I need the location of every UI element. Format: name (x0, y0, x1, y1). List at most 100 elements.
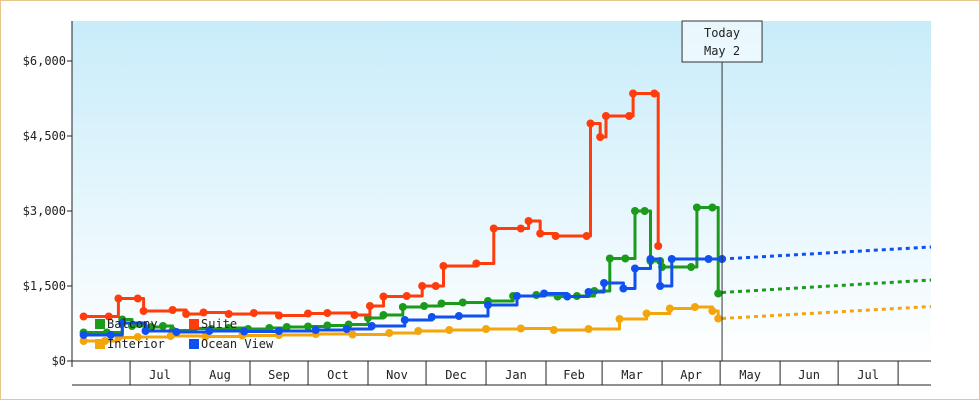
month-label: Apr (680, 368, 702, 382)
month-label: Dec (445, 368, 467, 382)
data-point-suite (350, 311, 359, 319)
data-point-ocean-view (646, 255, 655, 263)
data-point-balcony (605, 254, 614, 263)
data-point-ocean-view (118, 319, 127, 327)
data-point-interior (642, 309, 651, 318)
month-label: Jun (798, 368, 820, 382)
y-tick-label: $0 (52, 354, 66, 368)
data-point-balcony (147, 323, 156, 331)
data-point-suite (79, 312, 88, 321)
data-point-interior (133, 333, 142, 341)
series-layer (79, 89, 932, 345)
data-point-suite (536, 229, 545, 238)
month-label: Jul (857, 368, 879, 382)
data-point-interior (348, 330, 357, 339)
data-point-suite (654, 242, 663, 250)
data-point-balcony (458, 298, 467, 307)
data-point-ocean-view (311, 326, 320, 334)
data-point-ocean-view (367, 322, 376, 330)
month-label: Sep (268, 368, 290, 382)
data-point-suite (586, 119, 595, 128)
today-date: May 2 (704, 44, 740, 58)
legend-label-ocean-view: Ocean View (201, 337, 274, 351)
data-point-balcony (640, 207, 649, 215)
y-tick-label: $3,000 (23, 204, 66, 218)
month-label: Feb (563, 368, 585, 382)
month-label: Jul (149, 368, 171, 382)
data-point-ocean-view (540, 289, 549, 298)
data-point-suite (629, 89, 638, 98)
data-point-ocean-view (342, 325, 351, 333)
y-tick-label: $4,500 (23, 129, 66, 143)
projection-line-ocean-view (721, 245, 932, 261)
today-label: Today (704, 26, 740, 40)
data-point-suite (249, 309, 258, 317)
data-point-interior (482, 325, 491, 333)
data-point-suite (650, 89, 659, 98)
data-point-interior (549, 326, 558, 334)
today-marker: Today May 2 (681, 20, 763, 361)
month-label: Oct (327, 368, 349, 382)
data-point-ocean-view (141, 327, 150, 335)
data-point-balcony (398, 303, 407, 311)
data-point-suite (133, 294, 142, 303)
data-point-ocean-view (584, 288, 593, 296)
data-point-ocean-view (600, 279, 609, 287)
data-point-balcony (379, 311, 388, 319)
legend-label-interior: Interior (107, 337, 165, 351)
data-point-balcony (687, 263, 696, 271)
data-point-ocean-view (667, 255, 676, 263)
today-box (681, 20, 763, 63)
data-point-suite (551, 232, 560, 240)
data-point-ocean-view (205, 327, 214, 335)
data-point-balcony (282, 323, 291, 331)
data-point-interior (79, 337, 88, 345)
data-point-ocean-view (630, 264, 639, 273)
data-point-ocean-view (512, 292, 521, 300)
legend-label-suite: Suite (201, 317, 237, 331)
month-label: Jan (505, 368, 527, 382)
data-point-suite (431, 282, 440, 290)
legend: Balcony Suite Interior Ocean View (95, 317, 274, 351)
month-label: Mar (621, 368, 643, 382)
data-point-ocean-view (400, 316, 409, 324)
data-point-ocean-view (563, 292, 572, 301)
data-point-ocean-view (172, 328, 181, 336)
data-point-balcony (692, 203, 701, 212)
data-point-interior (708, 307, 717, 315)
legend-label-balcony: Balcony (107, 317, 158, 331)
y-tick-label: $6,000 (23, 54, 66, 68)
data-point-ocean-view (240, 327, 249, 336)
data-point-suite (472, 259, 481, 268)
projection-line-interior (721, 305, 932, 320)
data-point-suite (139, 307, 148, 315)
data-point-ocean-view (427, 313, 436, 321)
data-point-balcony (621, 254, 630, 263)
data-point-balcony (437, 299, 446, 308)
data-point-interior (615, 315, 624, 323)
data-point-ocean-view (483, 301, 492, 309)
data-point-suite (182, 310, 191, 318)
data-point-suite (418, 282, 427, 290)
data-point-suite (625, 112, 634, 120)
data-point-suite (224, 310, 233, 318)
data-point-ocean-view (106, 331, 115, 339)
data-point-suite (168, 306, 177, 314)
data-point-suite (114, 294, 123, 303)
data-point-suite (199, 308, 208, 317)
data-point-ocean-view (275, 327, 284, 335)
data-point-ocean-view (656, 282, 665, 290)
projection-line-balcony (721, 278, 932, 294)
data-point-interior (445, 326, 454, 334)
data-point-ocean-view (704, 255, 713, 263)
data-point-suite (104, 312, 113, 321)
data-point-interior (714, 314, 723, 323)
data-point-interior (166, 332, 175, 340)
data-point-ocean-view (79, 331, 88, 339)
data-point-interior (385, 329, 394, 337)
series-ocean-view (79, 245, 932, 339)
data-point-suite (601, 112, 610, 120)
data-point-balcony (158, 322, 167, 330)
data-point-interior (690, 303, 699, 311)
